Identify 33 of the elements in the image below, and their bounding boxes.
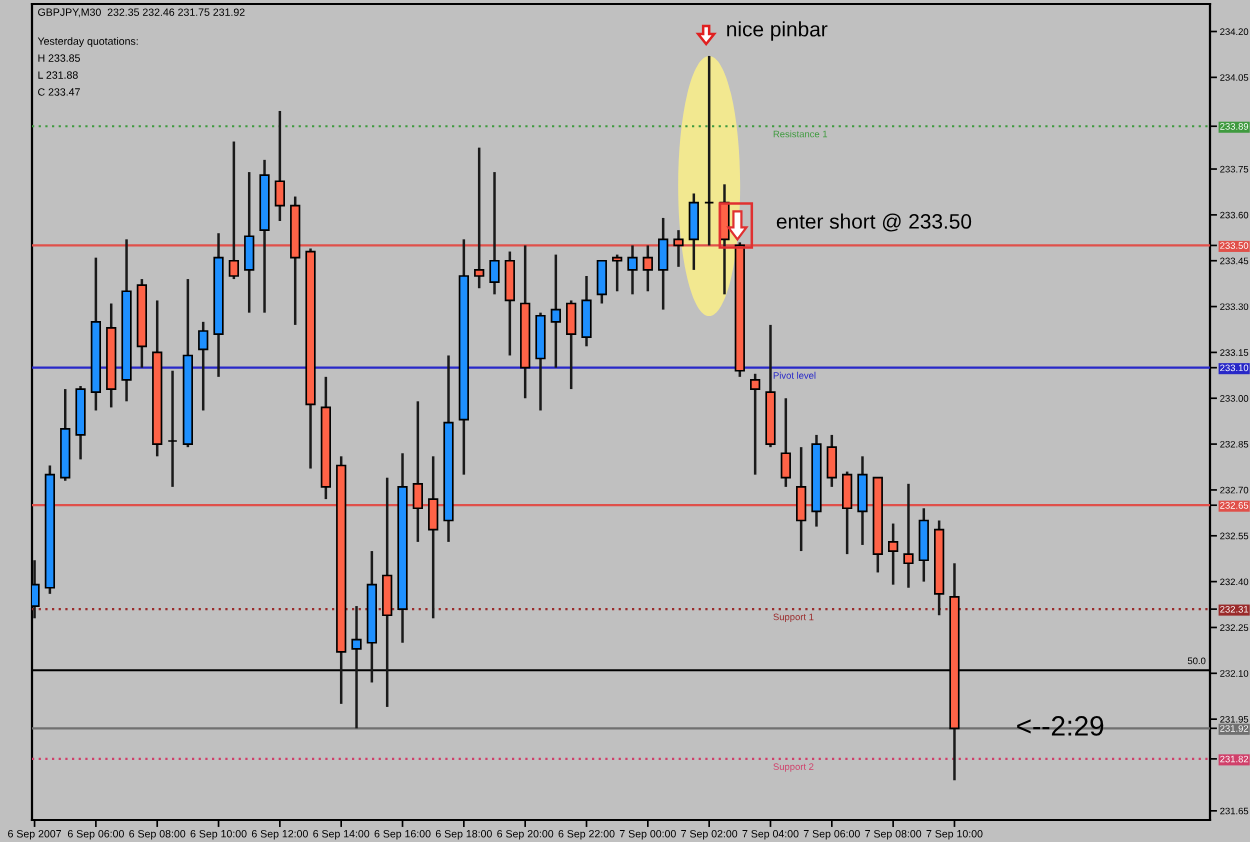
candlestick [903, 482, 914, 589]
candlestick [474, 146, 485, 290]
annotation: enter short @ 233.50 [776, 213, 972, 232]
candlestick [75, 384, 86, 461]
candlestick [274, 109, 285, 223]
candlestick [428, 455, 439, 620]
candlestick [842, 470, 853, 556]
candlestick [596, 259, 607, 305]
candlestick [612, 253, 623, 293]
candlestick [780, 397, 791, 489]
candlestick [888, 522, 899, 586]
candlestick [750, 372, 761, 476]
annotation: <--2:29 [1017, 716, 1104, 736]
candlestick [489, 170, 500, 296]
annotation: nice pinbar [727, 21, 828, 41]
candlestick [198, 320, 209, 412]
candlestick [244, 170, 255, 314]
candlestick [688, 192, 699, 272]
candlestick [550, 253, 561, 369]
candlestick [412, 400, 423, 544]
candlestick [658, 216, 669, 311]
candlestick [826, 433, 837, 489]
candlestick [535, 311, 546, 412]
candlestick [918, 507, 929, 583]
candlestick [857, 455, 868, 547]
candlestick [581, 274, 592, 348]
candlestick [796, 445, 807, 553]
candlestick [642, 244, 653, 293]
candlestick [673, 228, 684, 269]
candlestick [627, 244, 638, 296]
candlestick [228, 140, 239, 281]
candlestick [566, 299, 577, 391]
candlestick [504, 250, 515, 357]
